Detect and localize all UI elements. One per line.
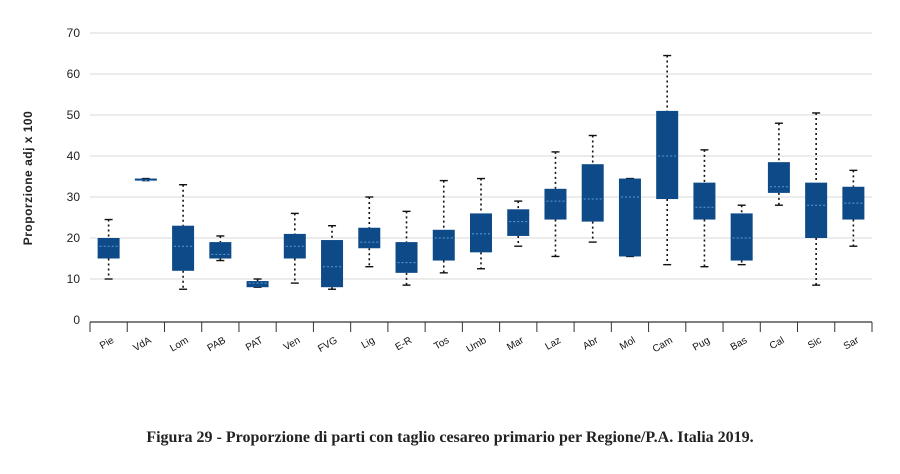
x-axis: Pie VdA Lom PAB PAT Ven FVG Lig E-R Tos Umb Mar Laz A… (89, 321, 873, 355)
iqr-box (544, 188, 567, 220)
iqr-box (97, 238, 120, 259)
box-bas (730, 204, 753, 266)
x-category-label: Pie (98, 335, 116, 352)
x-category-label: Lig (360, 335, 377, 351)
x-category-label: Cam (651, 335, 675, 355)
y-tick-label: 0 (73, 313, 80, 327)
box-fvg (321, 224, 344, 290)
y-tick-label: 40 (67, 149, 81, 163)
box-sic (805, 112, 828, 286)
box-pug (693, 149, 716, 268)
box-ven (283, 212, 306, 284)
box-mol (618, 177, 641, 258)
x-category-label: Mol (618, 335, 637, 353)
y-tick-label: 60 (67, 67, 81, 81)
x-category-label: Lom (168, 335, 190, 354)
x-category-label: Bas (729, 335, 749, 353)
figure-caption: Figura 29 - Proporzione di parti con tag… (146, 429, 754, 446)
iqr-box (507, 209, 530, 236)
y-tick-label: 20 (67, 231, 81, 245)
iqr-box (656, 110, 679, 200)
x-category-label: Abr (581, 335, 601, 353)
iqr-box (432, 229, 455, 261)
box-cam (656, 54, 679, 266)
box-tos (432, 179, 455, 274)
x-category-label: Pug (691, 335, 712, 353)
x-category-label: PAB (206, 335, 228, 354)
x-category-label: Sar (842, 335, 862, 353)
grid-lines (90, 32, 872, 280)
iqr-box (321, 240, 344, 288)
x-category-label: FVG (316, 335, 339, 355)
y-tick-label: 70 (67, 26, 81, 40)
box-lig (358, 196, 381, 268)
iqr-box (209, 242, 232, 259)
iqr-box (395, 242, 418, 273)
iqr-box (767, 162, 790, 193)
iqr-box (618, 178, 641, 257)
y-tick-label: 10 (67, 272, 81, 286)
x-category-label: VdA (131, 335, 153, 354)
iqr-box (246, 281, 269, 288)
iqr-box (730, 213, 753, 261)
box-lom (172, 183, 195, 290)
box-sar (842, 169, 865, 247)
box-laz (544, 151, 567, 258)
x-category-label: PAT (244, 335, 265, 354)
x-category-label: Sic (806, 335, 824, 351)
y-tick-label: 50 (67, 108, 81, 122)
box-mar (507, 200, 530, 247)
x-category-label: Laz (544, 335, 563, 353)
iqr-box (581, 164, 604, 222)
box-pie (97, 218, 120, 280)
box-series (97, 54, 865, 290)
iqr-box (693, 182, 716, 220)
y-axis-ticks: 0 10 20 30 40 50 60 70 (67, 26, 81, 327)
x-category-label: Ven (282, 335, 302, 353)
iqr-box (172, 225, 195, 271)
x-category-label: Cal (768, 335, 787, 352)
y-tick-label: 30 (67, 190, 81, 204)
iqr-box (470, 213, 492, 253)
y-axis-label: Proporzione adj x 100 (21, 111, 35, 246)
box-vda (134, 177, 157, 182)
x-category-label: Mar (505, 335, 526, 353)
box-pat (246, 278, 269, 288)
x-category-label: Tos (432, 335, 451, 352)
box-cal (767, 122, 790, 206)
box-umb (470, 177, 492, 270)
iqr-box (358, 227, 381, 249)
iqr-box (134, 178, 157, 181)
x-category-label: E-R (394, 335, 414, 353)
x-category-label: Umb (465, 335, 489, 355)
box-pab (209, 235, 232, 262)
iqr-box (805, 182, 828, 238)
box-er (395, 210, 418, 286)
box-abr (581, 134, 604, 243)
